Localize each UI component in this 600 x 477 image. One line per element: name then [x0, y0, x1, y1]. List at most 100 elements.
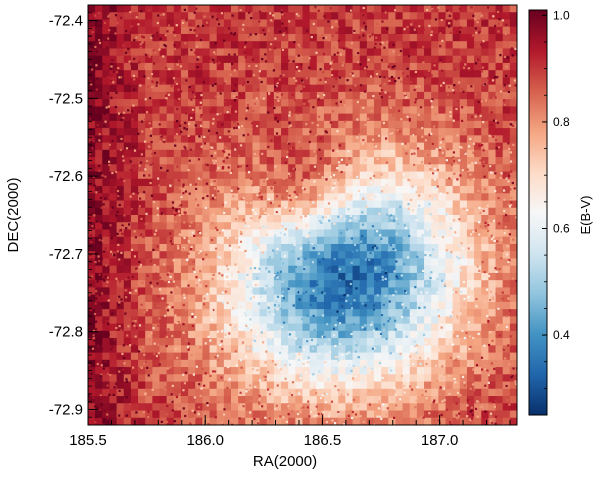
- heatmap-speckle: [388, 95, 391, 99]
- heatmap-cell: [273, 157, 282, 165]
- heatmap-cell: [116, 26, 125, 35]
- heatmap-cell: [359, 287, 368, 296]
- heatmap-cell: [123, 287, 132, 296]
- heatmap-cell: [381, 26, 389, 35]
- heatmap-speckle: [249, 297, 252, 300]
- heatmap-cell: [266, 128, 275, 136]
- heatmap-cell: [302, 359, 311, 368]
- heatmap-speckle: [386, 27, 389, 30]
- heatmap-cell: [302, 5, 311, 13]
- heatmap-cell: [352, 301, 361, 310]
- heatmap-cell: [316, 26, 325, 35]
- heatmap-cell: [309, 381, 318, 390]
- heatmap-cell: [352, 178, 361, 187]
- heatmap-cell: [331, 294, 339, 303]
- heatmap-cell: [331, 84, 339, 93]
- heatmap-cell: [252, 236, 261, 245]
- heatmap-cell: [245, 128, 254, 136]
- heatmap-speckle: [248, 65, 251, 68]
- heatmap-speckle: [91, 31, 94, 34]
- heatmap-cell: [445, 171, 454, 180]
- heatmap-cell: [102, 236, 111, 245]
- heatmap-cell: [202, 193, 211, 202]
- heatmap-speckle: [438, 149, 441, 152]
- heatmap-cell: [288, 200, 296, 209]
- heatmap-cell: [438, 164, 447, 173]
- heatmap-cell: [195, 359, 203, 368]
- heatmap-cell: [509, 345, 517, 354]
- heatmap-speckle: [400, 118, 403, 121]
- heatmap-cell: [295, 236, 304, 245]
- heatmap-cell: [88, 19, 96, 28]
- heatmap-cell: [223, 316, 232, 325]
- heatmap-speckle: [343, 104, 346, 107]
- heatmap-cell: [166, 84, 175, 93]
- heatmap-cell: [366, 251, 375, 260]
- heatmap-cell: [173, 352, 182, 361]
- heatmap-cell: [195, 186, 203, 194]
- heatmap-cell: [338, 258, 346, 267]
- heatmap-cell: [388, 77, 397, 86]
- heatmap-cell: [495, 84, 504, 93]
- heatmap-speckle: [492, 200, 495, 203]
- heatmap-cell: [288, 142, 296, 151]
- heatmap-cell: [438, 55, 447, 64]
- heatmap-cell: [466, 251, 475, 260]
- heatmap-cell: [273, 5, 282, 13]
- heatmap-cell: [130, 309, 139, 317]
- heatmap-speckle: [477, 58, 480, 61]
- heatmap-cell: [495, 207, 504, 216]
- heatmap-cell: [309, 70, 318, 79]
- heatmap-cell: [409, 171, 418, 180]
- heatmap-cell: [159, 403, 168, 412]
- heatmap-speckle: [385, 337, 388, 340]
- heatmap-speckle: [413, 231, 416, 234]
- heatmap-cell: [180, 128, 189, 136]
- heatmap-cell: [466, 99, 475, 107]
- heatmap-cell: [374, 84, 382, 93]
- heatmap-cell: [123, 120, 132, 129]
- heatmap-cell: [395, 222, 404, 231]
- heatmap-speckle: [288, 391, 292, 395]
- heatmap-cell: [138, 120, 146, 129]
- heatmap-cell: [216, 70, 225, 79]
- heatmap-speckle: [474, 407, 478, 410]
- heatmap-speckle: [95, 88, 98, 91]
- heatmap-speckle: [288, 209, 291, 212]
- heatmap-cell: [259, 207, 268, 216]
- heatmap-cell: [216, 316, 225, 325]
- heatmap-speckle: [174, 80, 177, 83]
- heatmap-cell: [159, 229, 168, 238]
- heatmap-cell: [395, 236, 404, 245]
- heatmap-speckle: [199, 178, 203, 181]
- heatmap-speckle: [305, 290, 308, 294]
- heatmap-speckle: [346, 393, 350, 396]
- heatmap-speckle: [316, 343, 319, 346]
- heatmap-cell: [374, 338, 382, 346]
- heatmap-cell: [359, 301, 368, 310]
- heatmap-cell: [266, 113, 275, 122]
- heatmap-cell: [431, 128, 439, 136]
- heatmap-cell: [295, 113, 304, 122]
- heatmap-speckle: [426, 153, 430, 157]
- heatmap-speckle: [508, 233, 511, 236]
- heatmap-cell: [266, 367, 275, 375]
- heatmap-cell: [138, 280, 146, 289]
- heatmap-speckle: [329, 121, 332, 124]
- heatmap-cell: [488, 272, 497, 281]
- heatmap-cell: [216, 200, 225, 209]
- heatmap-cell: [295, 258, 304, 267]
- heatmap-cell: [509, 99, 517, 107]
- heatmap-speckle: [177, 179, 180, 182]
- heatmap-cell: [402, 62, 411, 71]
- heatmap-cell: [288, 12, 296, 21]
- heatmap-cell: [388, 215, 397, 223]
- heatmap-cell: [509, 62, 517, 71]
- heatmap-cell: [281, 215, 289, 223]
- heatmap-speckle: [98, 293, 102, 297]
- heatmap-cell: [331, 374, 339, 383]
- heatmap-speckle: [379, 408, 382, 411]
- heatmap-cell: [466, 149, 475, 158]
- heatmap-cell: [130, 171, 139, 180]
- heatmap-cell: [195, 99, 203, 107]
